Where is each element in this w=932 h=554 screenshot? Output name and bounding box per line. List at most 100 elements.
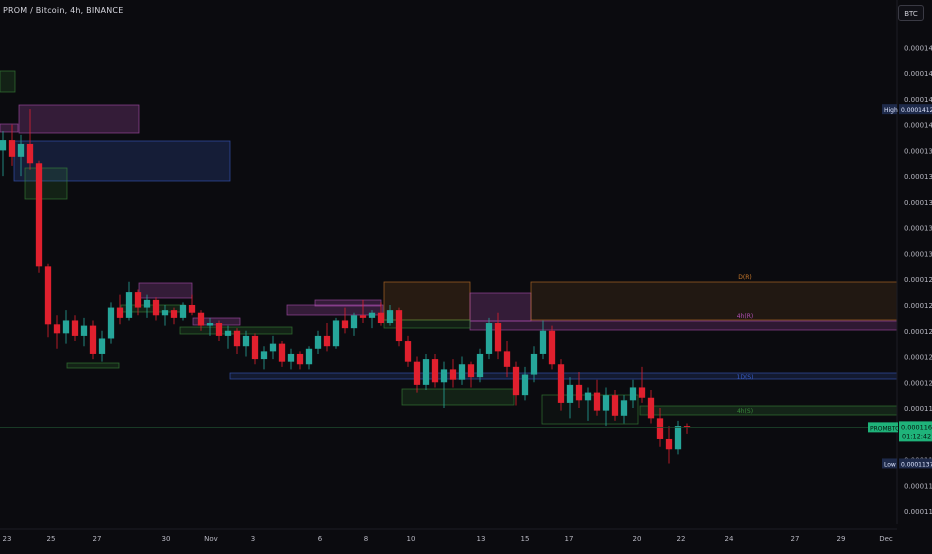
candle-body	[368, 312, 376, 318]
price-axis-bg	[897, 0, 932, 550]
zone-label: 4h(R)	[737, 313, 753, 320]
candle-body	[629, 387, 637, 401]
high-value-label: 0.0001412	[901, 107, 932, 114]
price-tick-label: 0.0001380	[904, 147, 932, 155]
zone-box	[530, 281, 898, 321]
time-tick-label: 6	[318, 535, 323, 543]
price-tick-label: 0.0001240	[904, 328, 932, 336]
zone-label: 1D(S)	[737, 374, 754, 381]
time-tick-label: 22	[677, 535, 686, 543]
zone-box	[469, 320, 898, 331]
price-tick-label: 0.0001300	[904, 250, 932, 258]
candle-body	[440, 369, 448, 383]
time-tick-label: 27	[93, 535, 102, 543]
price-tick-label: 0.0001440	[904, 70, 932, 78]
candle-body	[206, 323, 214, 326]
candle-body	[656, 418, 664, 439]
candle-body	[620, 400, 628, 416]
zone-box	[469, 292, 532, 322]
candle-body	[161, 310, 169, 316]
candle-body	[107, 307, 115, 339]
price-tick-label: 0.0001340	[904, 199, 932, 207]
time-tick-label: Nov	[204, 535, 218, 543]
zone-box	[138, 282, 193, 299]
candle-body	[422, 359, 430, 385]
candle-body	[242, 335, 250, 347]
candle-body	[530, 353, 538, 375]
candle-body	[215, 323, 223, 336]
candle-body	[53, 324, 61, 334]
candle-body	[449, 369, 457, 380]
candle-body	[224, 330, 232, 336]
last-price-tag-bg	[899, 421, 932, 442]
zone-box	[24, 167, 68, 200]
candle-body	[548, 330, 556, 365]
candle-body	[116, 307, 124, 318]
symbol-title: PROM / Bitcoin, 4h, BINANCE	[3, 6, 124, 15]
candle-body	[584, 392, 592, 401]
time-tick-label: 3	[251, 535, 255, 543]
price-tick-label: 0.0001320	[904, 225, 932, 233]
candle-body	[0, 140, 7, 151]
high-value-bg	[899, 104, 932, 115]
zone-box	[0, 123, 19, 133]
zone-label: 4h(S)	[737, 408, 753, 415]
candle-body	[467, 364, 475, 378]
candle-body	[332, 320, 340, 347]
candle-body	[386, 310, 394, 324]
candle-body	[404, 341, 412, 362]
time-tick-label: 10	[407, 535, 416, 543]
time-tick-label: 8	[364, 535, 368, 543]
last-price-value: 0.0001165	[901, 423, 932, 431]
candle-body	[251, 335, 259, 360]
candle-body	[350, 315, 358, 329]
candle-body	[503, 351, 511, 367]
candle-body	[395, 310, 403, 342]
candle-body	[26, 143, 34, 164]
low-value-label: 0.0001137	[901, 461, 932, 468]
candle-body	[233, 330, 241, 347]
candle-body	[494, 323, 502, 352]
candle-body	[179, 304, 187, 318]
time-tick-label: 23	[3, 535, 12, 543]
candle-body	[512, 366, 520, 396]
candle-body	[539, 330, 547, 354]
candle-body	[278, 343, 286, 362]
candle-body	[170, 310, 178, 318]
symbol-tag-bg	[868, 422, 898, 433]
candle-body	[323, 335, 331, 347]
price-tick-label: 0.0001120	[904, 482, 932, 490]
zone-box	[314, 299, 382, 307]
time-tick-label: 24	[725, 535, 734, 543]
candle-body	[17, 143, 25, 157]
zone-box	[639, 405, 898, 416]
candle-body	[314, 335, 322, 349]
low-tag-label: Low	[884, 461, 896, 468]
price-tick-label: 0.0001360	[904, 173, 932, 181]
candle-body	[287, 353, 295, 362]
candle-body	[377, 312, 385, 324]
currency-button[interactable]: BTC	[898, 5, 924, 21]
candle-body	[125, 292, 133, 318]
candle-body	[269, 343, 277, 352]
candle-body	[647, 397, 655, 419]
zone-label: D(R)	[738, 274, 751, 281]
candle-body	[296, 353, 304, 365]
price-tick-label: 0.0001280	[904, 276, 932, 284]
price-tick-label: 0.0001100	[904, 508, 932, 516]
high-tag-label: High	[884, 107, 898, 114]
candle-layer	[0, 109, 897, 464]
candle-body	[89, 325, 97, 354]
zone-box	[383, 319, 471, 329]
zone-box	[66, 362, 120, 369]
time-tick-label: 20	[633, 535, 642, 543]
time-tick-label: 29	[837, 535, 846, 543]
candle-body	[557, 364, 565, 403]
candle-body	[521, 374, 529, 396]
candle-body	[611, 395, 619, 416]
price-tick-label: 0.0001460	[904, 44, 932, 52]
symbol-tag-label: PROMBTC	[870, 425, 899, 432]
